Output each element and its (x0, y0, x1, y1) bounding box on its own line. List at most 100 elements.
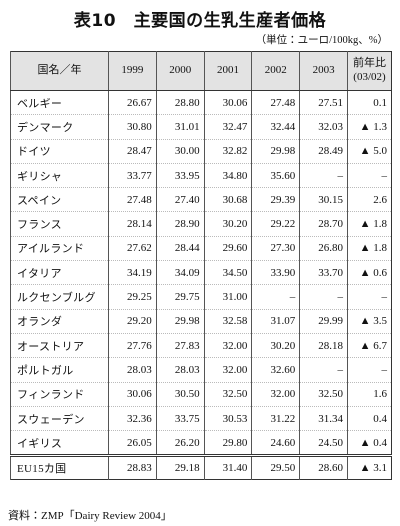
value-cell: 30.53 (203, 406, 252, 432)
value-cell: 29.75 (155, 284, 205, 310)
value-cell: ▲ 1.8 (347, 236, 392, 262)
country-cell: フィンランド (10, 382, 109, 407)
table-row: フィンランド 30.06 30.50 32.50 32.00 32.50 1.6 (10, 382, 392, 407)
table-row: ポルトガル 28.03 28.03 32.00 32.60– – (10, 357, 392, 383)
value-cell: 30.15 (299, 187, 348, 213)
value-cell: 32.47 (203, 114, 252, 140)
value-cell: 33.70 (299, 260, 348, 286)
country-cell: アイルランド (10, 236, 109, 262)
table-header: 国名／年 1999 2000 2001 2002 2003 前年比 (03/02) (10, 51, 392, 91)
country-cell: デンマーク (10, 114, 109, 140)
value-cell: 26.05 (108, 430, 157, 457)
value-cell: – (347, 163, 392, 189)
value-cell: 32.82 (203, 139, 252, 164)
table-row: ギリシャ 33.77 33.95 34.80 35.60– – (10, 163, 392, 189)
value-cell: 33.77 (108, 163, 157, 189)
value-cell: 31.07 (251, 309, 300, 334)
value-cell: 30.68 (203, 187, 252, 213)
value-cell: 30.06 (203, 90, 252, 116)
value-cell: 32.00 (203, 357, 252, 383)
value-cell: 26.80 (299, 236, 348, 262)
country-cell: オランダ (10, 309, 109, 334)
value-cell: 28.49 (299, 139, 348, 164)
value-cell: 28.14 (108, 211, 157, 237)
value-cell: ▲ 6.7 (347, 333, 392, 359)
table-row: ドイツ 28.47 30.00 32.82 29.98 28.49 ▲ 5.0 (10, 139, 392, 164)
value-cell: 30.06 (108, 382, 157, 407)
value-cell: 33.95 (155, 163, 205, 189)
value-cell: 31.34 (299, 406, 348, 432)
value-cell: 28.03 (108, 357, 157, 383)
value-cell: 33.75 (155, 406, 205, 432)
country-cell: スウェーデン (10, 406, 109, 432)
value-cell: 29.25 (108, 284, 157, 310)
value-cell: 27.30 (251, 236, 300, 262)
header-row: 国名／年 1999 2000 2001 2002 2003 前年比 (03/02) (10, 51, 392, 91)
value-cell: 29.39 (251, 187, 300, 213)
country-cell: ギリシャ (10, 163, 109, 189)
value-cell: 27.40 (155, 187, 205, 213)
title: 表10 主要国の生乳生産者価格 (73, 11, 327, 31)
country-cell: スペイン (10, 187, 109, 213)
value-cell: ▲ 1.3 (347, 114, 392, 140)
value-cell: – (347, 284, 392, 310)
country-cell: ベルギー (10, 90, 109, 116)
country-cell: ルクセンブルグ (10, 284, 109, 310)
value-cell: 35.60 (251, 163, 300, 189)
value-cell: 34.80 (203, 163, 252, 189)
value-cell: ▲ 0.4 (347, 430, 392, 457)
country-cell: ドイツ (10, 139, 109, 164)
value-cell: 32.00 (251, 382, 300, 407)
value-cell: – (299, 284, 348, 310)
table-row: デンマーク 30.80 31.01 32.47 32.44 32.03 ▲ 1.3 (10, 114, 392, 140)
price-table: 国名／年 1999 2000 2001 2002 2003 前年比 (03/02) ベルギー 2… (10, 51, 392, 481)
source-note: 資料：ZMP「Dairy Review 2004」 (8, 510, 172, 522)
value-cell: 28.44 (155, 236, 205, 262)
value-cell: 29.99 (299, 309, 348, 334)
value-cell: 29.60 (203, 236, 252, 262)
value-cell: 32.44 (251, 114, 300, 140)
value-cell: – (299, 357, 348, 383)
value-cell: 27.76 (108, 333, 157, 359)
column-header: 前年比 (03/02) (347, 51, 392, 91)
value-cell: – (251, 284, 300, 310)
value-cell: – (299, 163, 348, 189)
table-body: ベルギー 26.67 28.80 30.06 27.48 27.51 0.1 デンマーク 30.… (10, 90, 392, 481)
value-cell: 29.80 (203, 430, 252, 457)
value-cell: ▲ 3.1 (347, 454, 392, 481)
value-cell: 30.00 (155, 139, 205, 164)
value-cell: 29.98 (251, 139, 300, 164)
value-cell: 32.58 (203, 309, 252, 334)
table-row: ベルギー 26.67 28.80 30.06 27.48 27.51 0.1 (10, 90, 392, 116)
table-row: オーストリア 27.76 27.83 32.00 30.20 28.18 ▲ 6.7 (10, 333, 392, 359)
table-row: フランス 28.14 28.90 30.20 29.22 28.70 ▲ 1.8 (10, 211, 392, 237)
value-cell: 28.47 (108, 139, 157, 164)
value-cell: 31.00 (203, 284, 252, 310)
value-cell: 28.18 (299, 333, 348, 359)
value-cell: 28.03 (155, 357, 205, 383)
column-header-line: 前年比 (353, 57, 386, 70)
table-row: アイルランド 27.62 28.44 29.60 27.30 26.80 ▲ 1.8 (10, 236, 392, 262)
country-cell: イタリア (10, 260, 109, 286)
value-cell: 30.20 (203, 211, 252, 237)
table-row: オランダ 29.20 29.98 32.58 31.07 29.99 ▲ 3.5 (10, 309, 392, 334)
value-cell: 28.70 (299, 211, 348, 237)
country-cell: ポルトガル (10, 357, 109, 383)
column-header: 2000 (155, 51, 205, 91)
value-cell: 32.03 (299, 114, 348, 140)
value-cell: 26.67 (108, 90, 157, 116)
value-cell: 32.50 (203, 382, 252, 407)
value-cell: 30.80 (108, 114, 157, 140)
country-cell: EU15カ国 (10, 454, 109, 481)
value-cell: 34.09 (155, 260, 205, 286)
column-header-line: (03/02) (353, 71, 386, 83)
country-cell: オーストリア (10, 333, 109, 359)
value-cell: ▲ 0.6 (347, 260, 392, 286)
column-header: 2002 (251, 51, 300, 91)
unit-note: （単位：ユーロ/100kg、%） (255, 35, 388, 46)
value-cell: 30.20 (251, 333, 300, 359)
value-cell: ▲ 5.0 (347, 139, 392, 164)
value-cell: 29.18 (155, 454, 205, 481)
value-cell: 31.22 (251, 406, 300, 432)
